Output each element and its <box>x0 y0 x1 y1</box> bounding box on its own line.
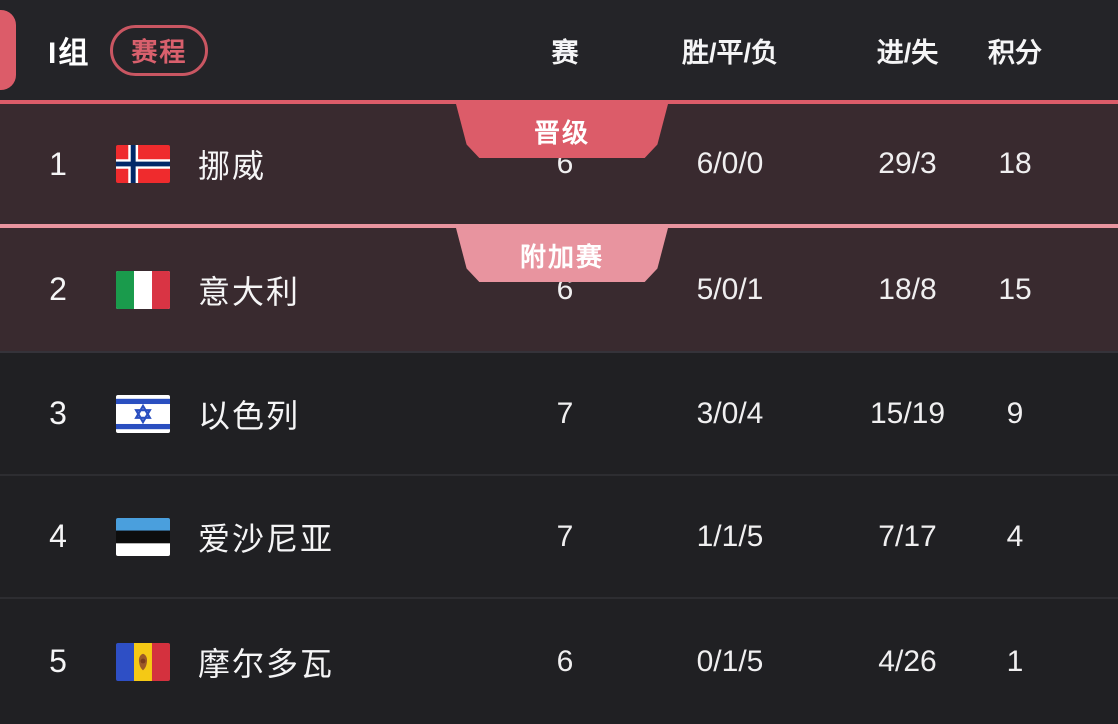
wdl-cell: 5/0/1 <box>696 272 764 306</box>
moldova-flag-icon <box>116 642 170 681</box>
goals-cell: 29/3 <box>878 147 937 180</box>
goals-cell: 18/8 <box>878 272 937 306</box>
schedule-button[interactable]: 赛程 <box>110 24 209 76</box>
goals-cell: 15/19 <box>869 396 946 430</box>
group-cell: I组 赛程 <box>0 24 510 76</box>
points-cell: 18 <box>998 147 1032 180</box>
wdl-cell: 3/0/4 <box>696 396 764 430</box>
column-header-goals: 进/失 <box>876 37 939 68</box>
matches-cell: 6 <box>556 644 574 678</box>
table-row-italy[interactable]: 附加赛 2 意大利 6 5/0/1 18/8 15 <box>0 228 1118 351</box>
table-header: I组 赛程 赛 胜/平/负 进/失 积分 <box>0 0 1118 100</box>
team-cell: 摩尔多瓦 <box>116 639 510 685</box>
goals-cell: 7/17 <box>878 519 937 553</box>
team-name: 意大利 <box>198 273 301 310</box>
table-row-moldova[interactable]: 5 摩尔多瓦 6 0/1/5 4/26 1 <box>0 597 1118 724</box>
group-title: I组 <box>48 37 91 70</box>
team-name: 挪威 <box>198 148 267 184</box>
wdl-cell: 6/0/0 <box>696 147 764 180</box>
points-cell: 9 <box>1006 396 1024 430</box>
rank-cell: 2 <box>49 271 67 307</box>
group-accent-tab <box>0 10 16 90</box>
promotion-zone-line <box>0 100 1118 104</box>
israel-flag-icon <box>116 394 170 433</box>
matches-cell: 7 <box>556 396 574 430</box>
playoff-zone-line <box>0 224 1118 228</box>
points-cell: 15 <box>998 272 1032 306</box>
norway-flag-icon <box>116 145 170 183</box>
team-name: 摩尔多瓦 <box>198 645 335 682</box>
wdl-cell: 0/1/5 <box>696 644 764 678</box>
rank-cell: 1 <box>49 145 67 182</box>
table-row-israel[interactable]: 3 以色列 7 3/0/4 15/19 9 <box>0 351 1118 474</box>
team-name: 爱沙尼亚 <box>198 520 335 557</box>
italy-flag-icon <box>116 270 170 309</box>
rank-cell: 3 <box>49 395 67 431</box>
points-cell: 1 <box>1006 644 1024 678</box>
column-header-points: 积分 <box>988 37 1042 68</box>
promotion-badge: 晋级 <box>456 104 668 158</box>
team-cell: 挪威 <box>116 141 510 187</box>
rank-cell: 4 <box>49 518 67 554</box>
table-row-norway[interactable]: 晋级 1 挪威 6 6/0/0 29/3 18 <box>0 104 1118 224</box>
team-name: 以色列 <box>198 397 301 434</box>
team-cell: 意大利 <box>116 267 510 313</box>
table-row-estonia[interactable]: 4 爱沙尼亚 7 1/1/5 7/17 4 <box>0 474 1118 597</box>
goals-cell: 4/26 <box>878 644 937 678</box>
column-header-matches: 赛 <box>551 37 579 68</box>
matches-cell: 7 <box>556 519 574 553</box>
points-cell: 4 <box>1006 519 1024 553</box>
playoff-badge: 附加赛 <box>456 228 668 282</box>
column-header-wdl: 胜/平/负 <box>681 37 778 68</box>
wdl-cell: 1/1/5 <box>696 519 764 553</box>
rank-cell: 5 <box>49 643 67 679</box>
estonia-flag-icon <box>116 517 170 556</box>
team-cell: 爱沙尼亚 <box>116 514 510 560</box>
team-cell: 以色列 <box>116 391 510 437</box>
